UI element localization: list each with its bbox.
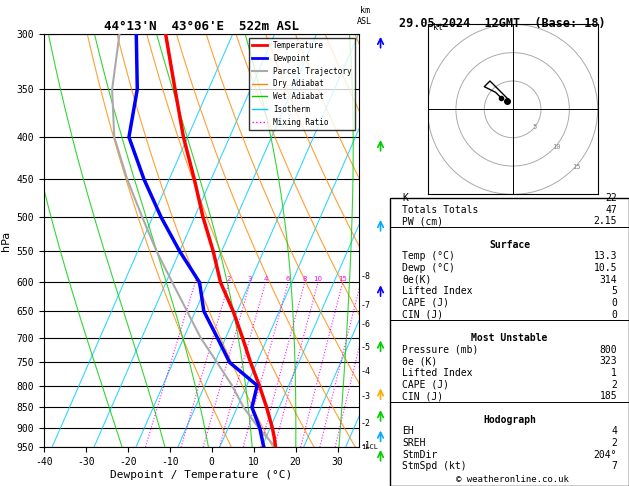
Text: 4: 4 (611, 426, 617, 436)
Text: km
ASL: km ASL (357, 6, 372, 26)
Text: 5: 5 (611, 286, 617, 296)
Text: EH: EH (402, 426, 414, 436)
Text: CAPE (J): CAPE (J) (402, 298, 449, 308)
Text: Totals Totals: Totals Totals (402, 205, 478, 214)
Text: 0: 0 (611, 310, 617, 319)
Text: 15: 15 (338, 277, 347, 282)
Text: -8: -8 (361, 272, 371, 281)
Text: 3: 3 (248, 277, 252, 282)
Text: StmDir: StmDir (402, 450, 437, 459)
Text: 204°: 204° (594, 450, 617, 459)
Text: PW (cm): PW (cm) (402, 216, 443, 226)
Text: CIN (J): CIN (J) (402, 391, 443, 401)
FancyBboxPatch shape (390, 198, 629, 486)
Text: Lifted Index: Lifted Index (402, 368, 472, 378)
Text: 29.05.2024  12GMT  (Base: 18): 29.05.2024 12GMT (Base: 18) (399, 17, 606, 30)
Text: θe (K): θe (K) (402, 356, 437, 366)
Text: 323: 323 (599, 356, 617, 366)
Text: 7: 7 (611, 461, 617, 471)
Text: 1LCL: 1LCL (361, 445, 378, 451)
Text: Lifted Index: Lifted Index (402, 286, 472, 296)
Text: Temp (°C): Temp (°C) (402, 251, 455, 261)
Text: 2: 2 (227, 277, 231, 282)
Text: 1: 1 (611, 368, 617, 378)
Text: 15: 15 (572, 164, 581, 170)
Text: 0: 0 (611, 298, 617, 308)
Title: 44°13'N  43°06'E  522m ASL: 44°13'N 43°06'E 522m ASL (104, 20, 299, 33)
Text: 185: 185 (599, 391, 617, 401)
Y-axis label: hPa: hPa (1, 230, 11, 251)
Text: 800: 800 (599, 345, 617, 354)
Text: Pressure (mb): Pressure (mb) (402, 345, 478, 354)
Text: 4: 4 (264, 277, 268, 282)
Text: 10: 10 (313, 277, 323, 282)
Text: -6: -6 (361, 320, 371, 329)
Text: 8: 8 (303, 277, 307, 282)
Text: SREH: SREH (402, 438, 425, 448)
Text: -4: -4 (361, 367, 371, 376)
Text: CAPE (J): CAPE (J) (402, 380, 449, 389)
Text: Dewp (°C): Dewp (°C) (402, 263, 455, 273)
Text: 6: 6 (286, 277, 291, 282)
Text: θe(K): θe(K) (402, 275, 431, 284)
Text: 10.5: 10.5 (594, 263, 617, 273)
Text: CIN (J): CIN (J) (402, 310, 443, 319)
Text: 5: 5 (533, 124, 537, 130)
Text: -2: -2 (361, 419, 371, 428)
Text: 10: 10 (552, 144, 561, 150)
Text: kt: kt (433, 23, 443, 32)
Text: © weatheronline.co.uk: © weatheronline.co.uk (456, 474, 569, 484)
Text: 1: 1 (193, 277, 198, 282)
Text: 2: 2 (611, 438, 617, 448)
Text: 22: 22 (605, 193, 617, 203)
Text: 2: 2 (611, 380, 617, 389)
Text: -1: -1 (361, 441, 371, 450)
Text: 47: 47 (605, 205, 617, 214)
Legend: Temperature, Dewpoint, Parcel Trajectory, Dry Adiabat, Wet Adiabat, Isotherm, Mi: Temperature, Dewpoint, Parcel Trajectory… (248, 38, 355, 130)
Text: K: K (402, 193, 408, 203)
Text: 13.3: 13.3 (594, 251, 617, 261)
Text: 2.15: 2.15 (594, 216, 617, 226)
Text: -7: -7 (361, 301, 371, 310)
Text: StmSpd (kt): StmSpd (kt) (402, 461, 467, 471)
Text: -5: -5 (361, 343, 371, 352)
Text: Most Unstable: Most Unstable (471, 333, 548, 343)
X-axis label: Dewpoint / Temperature (°C): Dewpoint / Temperature (°C) (110, 469, 292, 480)
Text: -3: -3 (361, 392, 371, 401)
Text: Surface: Surface (489, 240, 530, 249)
Text: Hodograph: Hodograph (483, 415, 536, 424)
Text: 314: 314 (599, 275, 617, 284)
